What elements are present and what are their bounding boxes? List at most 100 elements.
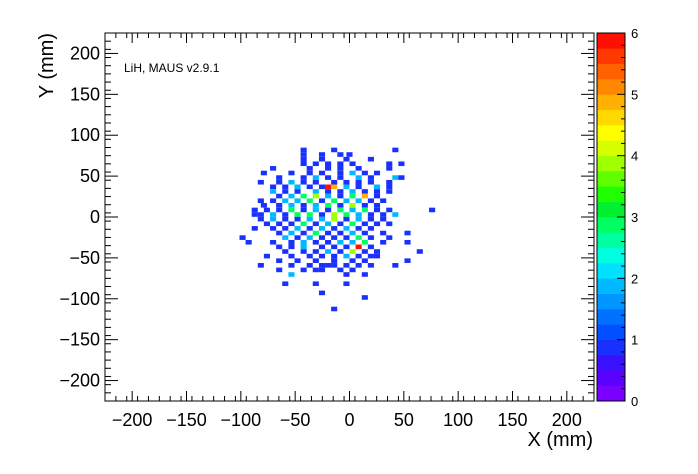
histogram-cell bbox=[300, 193, 307, 199]
histogram-cell bbox=[276, 193, 283, 199]
x-tick-label: −150 bbox=[166, 410, 207, 430]
colorbar-swatch bbox=[597, 171, 625, 187]
histogram-cell bbox=[318, 184, 326, 190]
histogram-cell bbox=[343, 244, 350, 250]
histogram-cell bbox=[337, 239, 344, 245]
histogram-cell bbox=[343, 198, 350, 204]
histogram-cell bbox=[294, 226, 301, 231]
histogram-cell bbox=[300, 249, 307, 254]
histogram-cell bbox=[276, 179, 283, 185]
histogram-cell bbox=[300, 179, 307, 185]
histogram-cell bbox=[288, 239, 295, 245]
histogram-cell bbox=[312, 267, 319, 273]
histogram-cell bbox=[312, 258, 319, 263]
colorbar-tick-label: 6 bbox=[631, 26, 638, 41]
histogram-cell bbox=[380, 239, 387, 245]
histogram-cell bbox=[386, 184, 393, 190]
histogram-cell bbox=[312, 221, 319, 227]
histogram-cell bbox=[288, 203, 295, 208]
histogram-cell bbox=[361, 230, 368, 236]
colorbar-swatch bbox=[597, 355, 625, 371]
histogram-cell bbox=[355, 175, 362, 180]
histogram-cell bbox=[349, 189, 356, 194]
histogram-cell bbox=[331, 216, 338, 222]
histogram-cell bbox=[392, 147, 399, 153]
colorbar-swatch bbox=[597, 263, 625, 279]
histogram-cell bbox=[276, 221, 283, 227]
histogram-cell bbox=[355, 244, 362, 250]
histogram-cell bbox=[282, 281, 289, 287]
colorbar-swatch bbox=[597, 385, 625, 402]
histogram-cell bbox=[276, 203, 283, 208]
histogram-cell bbox=[349, 249, 356, 254]
histogram-cell bbox=[325, 193, 332, 199]
histogram-cell bbox=[282, 249, 289, 254]
histogram-cell bbox=[416, 249, 423, 254]
histogram-cell bbox=[349, 258, 356, 263]
histogram-cell bbox=[318, 290, 326, 296]
histogram-cell bbox=[325, 203, 332, 208]
histogram-cell bbox=[257, 179, 264, 185]
histogram-cell bbox=[318, 244, 326, 250]
histogram-cell bbox=[325, 161, 332, 167]
histogram-cell bbox=[282, 235, 289, 240]
colorbar-swatch bbox=[597, 63, 625, 80]
histogram-cell bbox=[300, 147, 307, 153]
histogram-cell bbox=[343, 253, 350, 259]
histogram-cell bbox=[318, 267, 326, 273]
x-tick-label: −50 bbox=[280, 410, 311, 430]
colorbar-swatch bbox=[597, 324, 625, 340]
histogram-cell bbox=[270, 226, 277, 231]
histogram-cell bbox=[300, 221, 307, 227]
colorbar-swatch bbox=[597, 217, 625, 233]
histogram-cell bbox=[276, 230, 283, 236]
histogram-cell bbox=[306, 198, 313, 204]
x-tick-label: −100 bbox=[221, 410, 262, 430]
histogram-cell bbox=[349, 239, 356, 245]
histogram-cell bbox=[386, 207, 393, 213]
histogram-cell bbox=[355, 184, 362, 190]
histogram-cell bbox=[276, 267, 283, 273]
histogram-cell bbox=[343, 179, 350, 185]
histogram-cell bbox=[276, 258, 283, 263]
histogram-cell bbox=[355, 179, 362, 185]
histogram-cell bbox=[349, 203, 356, 208]
colorbar-swatch bbox=[597, 309, 625, 325]
histogram-cell bbox=[325, 175, 332, 180]
histogram-cell bbox=[349, 221, 356, 227]
histogram-cell bbox=[300, 156, 307, 162]
histogram-cell bbox=[260, 203, 267, 208]
colorbar-swatch bbox=[597, 370, 625, 386]
histogram-cell bbox=[380, 230, 387, 236]
histogram-cell bbox=[257, 212, 264, 217]
histogram-cell bbox=[331, 263, 338, 268]
histogram-cell bbox=[325, 189, 332, 194]
histogram-cell bbox=[312, 281, 319, 287]
histogram-cell bbox=[288, 244, 295, 250]
histogram-cell bbox=[331, 258, 338, 263]
colorbar-swatch bbox=[597, 293, 625, 310]
y-tick-label: −200 bbox=[59, 371, 100, 391]
y-tick-label: 50 bbox=[80, 166, 100, 186]
histogram-cell bbox=[306, 216, 313, 222]
histogram-cell bbox=[331, 147, 338, 153]
histogram-cell bbox=[294, 198, 301, 204]
histogram-cell bbox=[300, 230, 307, 236]
histogram-cell bbox=[288, 179, 295, 185]
histogram-cell bbox=[294, 235, 301, 240]
histogram-cell bbox=[361, 239, 368, 245]
histogram-cell bbox=[325, 221, 332, 227]
histogram-cell bbox=[337, 175, 344, 180]
colorbar-swatch bbox=[597, 201, 625, 218]
histogram-cell bbox=[306, 212, 313, 217]
histogram-cell bbox=[373, 249, 381, 254]
histogram-cell bbox=[282, 226, 289, 231]
histogram-cell bbox=[343, 226, 350, 231]
histogram-cell bbox=[404, 230, 411, 236]
colorbar-swatch bbox=[597, 339, 625, 356]
histogram-cell bbox=[331, 184, 338, 190]
histogram-cell bbox=[300, 161, 307, 167]
colorbar-swatch bbox=[597, 140, 625, 156]
histogram-cell bbox=[318, 170, 326, 176]
histogram-cell bbox=[331, 235, 338, 240]
